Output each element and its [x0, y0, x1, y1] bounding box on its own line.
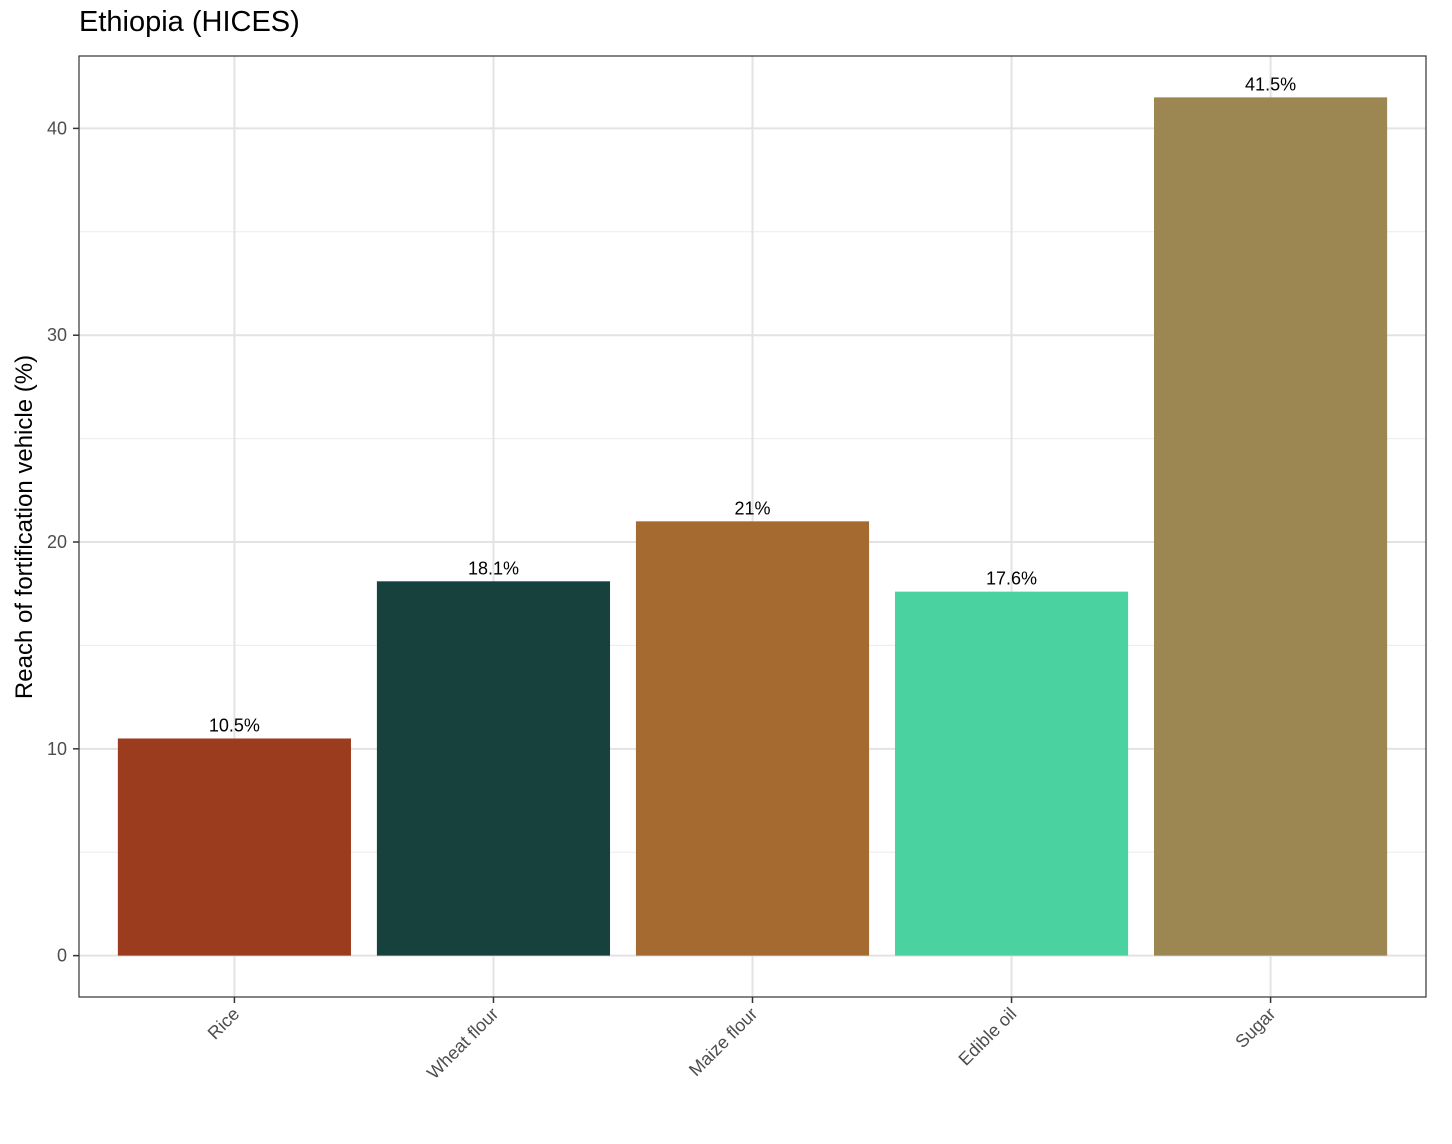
y-axis: 0 10 20 30 40 [47, 118, 79, 966]
x-tick-label: Rice [204, 1004, 244, 1044]
y-axis-title: Reach of fortification vehicle (%) [11, 355, 38, 699]
y-tick-label: 0 [57, 946, 67, 966]
y-tick-label: 20 [47, 532, 67, 552]
x-tick-label: Edible oil [955, 1004, 1021, 1070]
bars [117, 97, 1388, 956]
data-label: 41.5% [1245, 74, 1296, 94]
data-label: 10.5% [209, 715, 260, 735]
x-axis: Rice Wheat flour Maize flour Edible oil Suga… [204, 997, 1279, 1083]
data-label: 21% [734, 498, 770, 518]
y-tick-label: 10 [47, 739, 67, 759]
y-tick-label: 40 [47, 118, 67, 138]
x-tick-label: Sugar [1231, 1004, 1279, 1052]
bar-sugar [1154, 97, 1388, 956]
data-label: 17.6% [986, 569, 1037, 589]
bar-wheat-flour [376, 581, 611, 956]
data-labels: 10.5% 18.1% 21% 17.6% 41.5% [209, 74, 1296, 735]
x-tick-label: Maize flour [685, 1004, 761, 1080]
bar-maize-flour [635, 521, 870, 956]
x-tick-label: Wheat flour [423, 1004, 502, 1083]
bar-edible-oil [894, 591, 1129, 956]
data-label: 18.1% [468, 558, 519, 578]
y-tick-label: 30 [47, 325, 67, 345]
bar-rice [117, 738, 351, 956]
chart-title: Ethiopia (HICES) [79, 6, 300, 38]
